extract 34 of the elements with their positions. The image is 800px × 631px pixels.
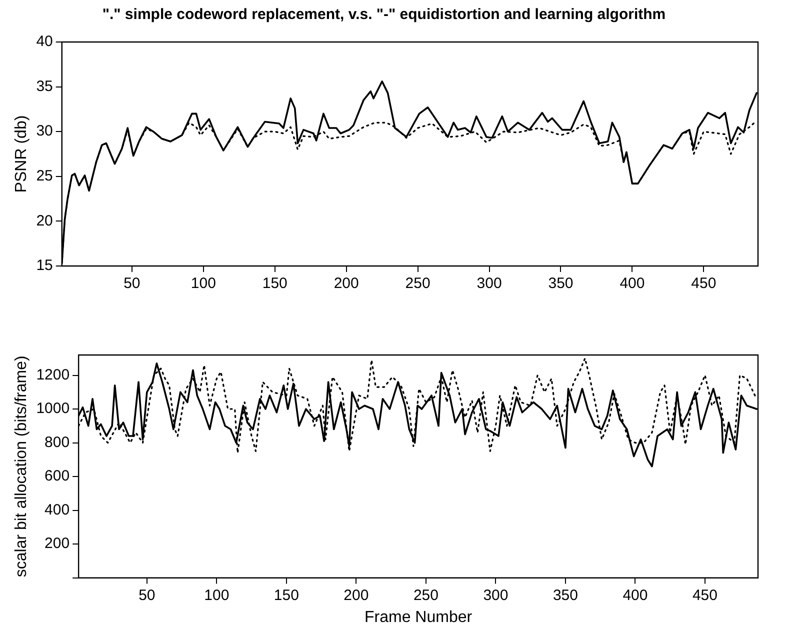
x-tick-label: 50 — [124, 275, 140, 292]
x-tick-label: 400 — [620, 275, 645, 292]
y-tick-label: 25 — [36, 168, 53, 185]
y-axis-title: scalar bit allocation (bits/frame) — [13, 356, 30, 578]
x-axis-title: Frame Number — [364, 608, 473, 626]
y-tick-label: 400 — [44, 501, 70, 518]
chart-title: "." simple codeword replacement, v.s. "-" equidistortion and learning algorithm — [102, 6, 666, 24]
x-tick-label: 350 — [552, 586, 578, 604]
y-tick-label: 15 — [36, 257, 53, 274]
y-axis-title: PSNR (db) — [13, 115, 30, 193]
x-tick-label: 50 — [138, 586, 156, 604]
x-tick-label: 300 — [476, 275, 502, 292]
y-tick-label: 40 — [36, 33, 53, 50]
y-tick-label: 800 — [44, 434, 70, 451]
y-tick-label: 1000 — [36, 400, 70, 418]
x-tick-label: 150 — [274, 586, 299, 604]
y-tick-label: 600 — [44, 468, 70, 485]
x-tick-label: 200 — [344, 586, 369, 604]
y-tick-label: 1200 — [36, 366, 70, 384]
x-tick-label: 450 — [691, 275, 716, 292]
x-tick-label: 350 — [548, 275, 574, 292]
x-tick-label: 150 — [262, 275, 288, 292]
y-tick-label: 20 — [36, 212, 53, 230]
x-tick-label: 200 — [334, 275, 359, 292]
x-tick-label: 450 — [692, 586, 718, 604]
x-tick-label: 100 — [204, 586, 230, 604]
y-tick-label: 30 — [36, 122, 53, 140]
x-tick-label: 100 — [190, 275, 216, 292]
y-tick-label: 35 — [36, 78, 53, 95]
x-tick-label: 400 — [622, 586, 648, 604]
x-tick-label: 300 — [483, 586, 508, 604]
x-tick-label: 250 — [413, 586, 438, 604]
x-tick-label: 250 — [405, 275, 430, 292]
y-tick-label: 200 — [44, 535, 70, 552]
